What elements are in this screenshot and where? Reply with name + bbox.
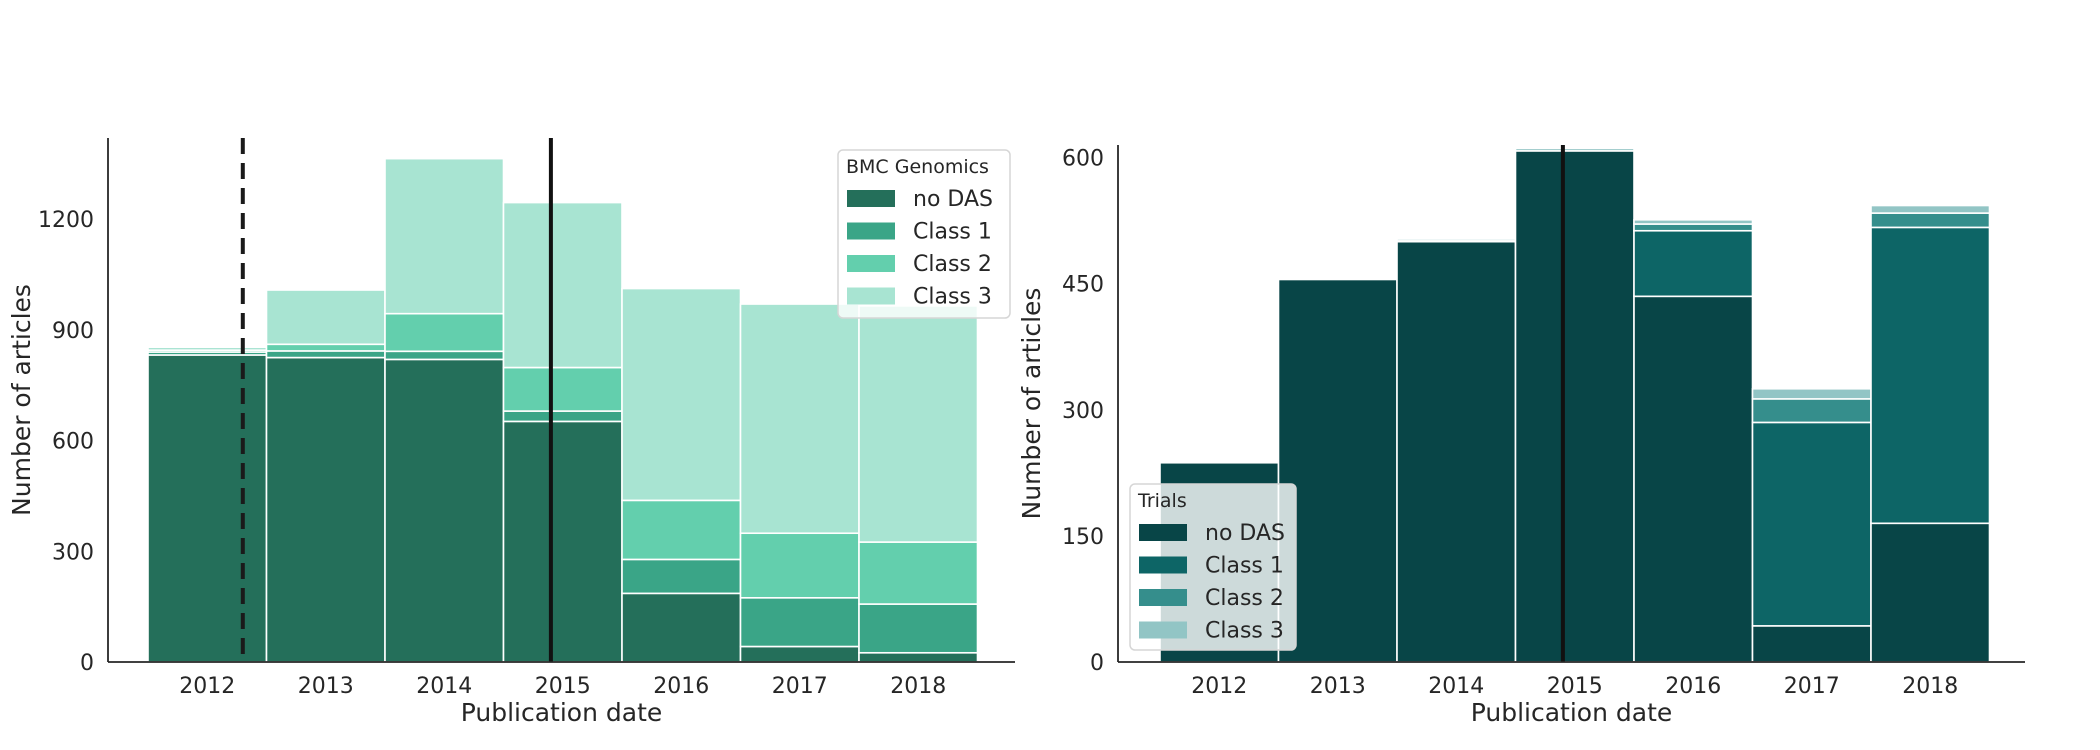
x-tick-label-2012: 2012 xyxy=(1191,674,1247,699)
legend-label-1: Class 1 xyxy=(1205,554,1284,579)
bar-2015-series-0 xyxy=(1514,150,1635,663)
legend-label-3: Class 3 xyxy=(913,285,992,310)
bar-2016-series-2 xyxy=(621,499,742,561)
bar-2018-series-3 xyxy=(858,305,979,543)
bar-2018-series-2 xyxy=(1870,212,1991,229)
y-tick-label-1: 300 xyxy=(52,540,94,565)
bar-2017-series-0 xyxy=(1751,625,1872,663)
x-tick-label-2013: 2013 xyxy=(298,674,354,699)
bar-2018-series-1 xyxy=(858,603,979,654)
legend-label-0: no DAS xyxy=(1205,521,1285,546)
legend-swatch-1 xyxy=(1139,556,1187,574)
bar-2016-series-3 xyxy=(621,287,742,502)
legend-swatch-3 xyxy=(847,287,895,305)
y-tick-label-2: 300 xyxy=(1062,399,1104,424)
bar-2014-series-0 xyxy=(384,358,505,663)
bar-2014-series-1 xyxy=(384,350,505,361)
y-tick-label-4: 1200 xyxy=(38,208,94,233)
bar-2014-series-0 xyxy=(1396,240,1517,663)
bar-2017-series-2 xyxy=(1751,398,1872,424)
y-axis-label: Number of articles xyxy=(1017,288,1046,520)
bar-2012-series-3 xyxy=(147,346,268,351)
chart-bmc-genomics: 0 300 600 900 1200 2012 2013 2014 2015 2016 2017 20… xyxy=(7,138,1015,727)
bar-2015-series-0 xyxy=(502,420,623,663)
bar-2015-series-3 xyxy=(502,201,623,369)
legend: Trials no DAS Class 1 Class 2 Class 3 xyxy=(1129,483,1297,651)
bar-2015-series-1 xyxy=(502,410,623,423)
x-tick-label-2017: 2017 xyxy=(772,674,828,699)
chart-trials: 0 150 300 450 600 2012 2013 2014 2015 2016 2017 201… xyxy=(1017,145,2025,727)
y-tick-label-2: 600 xyxy=(52,430,94,455)
bar-2013-series-0 xyxy=(1277,278,1398,663)
bar-2016-series-1 xyxy=(1633,229,1754,298)
bar-2013-series-2 xyxy=(265,343,386,352)
legend-label-2: Class 2 xyxy=(1205,586,1284,611)
x-tick-label-2012: 2012 xyxy=(179,674,235,699)
y-tick-label-3: 450 xyxy=(1062,273,1104,298)
x-tick-label-2016: 2016 xyxy=(653,674,709,699)
legend-swatch-0 xyxy=(1139,524,1187,541)
bar-2014-series-2 xyxy=(384,312,505,353)
bar-2018-series-1 xyxy=(1870,226,1991,525)
bar-2013-series-0 xyxy=(265,356,386,663)
y-axis-label: Number of articles xyxy=(7,284,36,516)
bar-2016-series-0 xyxy=(1633,295,1754,663)
legend-label-1: Class 1 xyxy=(913,220,992,245)
bar-2016-series-3 xyxy=(1633,219,1754,225)
bar-2017-series-3 xyxy=(739,303,860,535)
y-tick-label-0: 0 xyxy=(1090,651,1104,676)
legend-label-3: Class 3 xyxy=(1205,619,1284,644)
bar-2018-series-0 xyxy=(858,651,979,663)
bar-2018-series-3 xyxy=(1870,204,1991,214)
bar-2017-series-1 xyxy=(739,596,860,648)
legend-swatch-3 xyxy=(1139,621,1187,639)
legend-swatch-2 xyxy=(847,255,895,272)
legend-title: Trials xyxy=(1137,490,1187,512)
bar-2013-series-3 xyxy=(265,289,386,346)
x-tick-label-2013: 2013 xyxy=(1310,674,1366,699)
bar-2017-series-0 xyxy=(739,645,860,663)
y-tick-label-3: 900 xyxy=(52,319,94,344)
bar-2017-series-2 xyxy=(739,532,860,599)
legend-label-0: no DAS xyxy=(913,187,993,212)
x-tick-label-2018: 2018 xyxy=(890,674,946,699)
bar-2017-series-1 xyxy=(1751,421,1872,627)
bar-2018-series-0 xyxy=(1870,522,1991,663)
x-tick-label-2018: 2018 xyxy=(1902,674,1958,699)
legend-title: BMC Genomics xyxy=(846,156,989,178)
bar-2012-series-0 xyxy=(147,354,268,663)
legend: BMC Genomics no DAS Class 1 Class 2 Class 3 xyxy=(837,149,1011,319)
bar-2014-series-2 xyxy=(1396,237,1517,241)
bar-2014-series-3 xyxy=(384,157,505,315)
x-tick-label-2017: 2017 xyxy=(1784,674,1840,699)
bar-2015-series-2 xyxy=(502,366,623,412)
bar-2015-series-3 xyxy=(1514,147,1635,152)
y-tick-label-4: 600 xyxy=(1062,147,1104,172)
bar-2016-series-2 xyxy=(1633,223,1754,232)
x-axis-label: Publication date xyxy=(1471,698,1673,727)
bar-2016-series-1 xyxy=(621,558,742,595)
y-tick-label-0: 0 xyxy=(80,651,94,676)
x-axis-label: Publication date xyxy=(461,698,663,727)
x-tick-label-2014: 2014 xyxy=(416,674,472,699)
x-tick-label-2015: 2015 xyxy=(1547,674,1603,699)
y-tick-label-1: 150 xyxy=(1062,525,1104,550)
legend-swatch-2 xyxy=(1139,589,1187,606)
bar-2018-series-2 xyxy=(858,541,979,605)
bar-2016-series-0 xyxy=(621,592,742,663)
bar-2013-series-1 xyxy=(265,350,386,359)
x-tick-label-2015: 2015 xyxy=(535,674,591,699)
x-tick-label-2014: 2014 xyxy=(1428,674,1484,699)
legend-swatch-0 xyxy=(847,190,895,207)
x-tick-label-2016: 2016 xyxy=(1665,674,1721,699)
legend-swatch-1 xyxy=(847,222,895,240)
legend-label-2: Class 2 xyxy=(913,252,992,277)
bar-2017-series-3 xyxy=(1751,387,1872,400)
